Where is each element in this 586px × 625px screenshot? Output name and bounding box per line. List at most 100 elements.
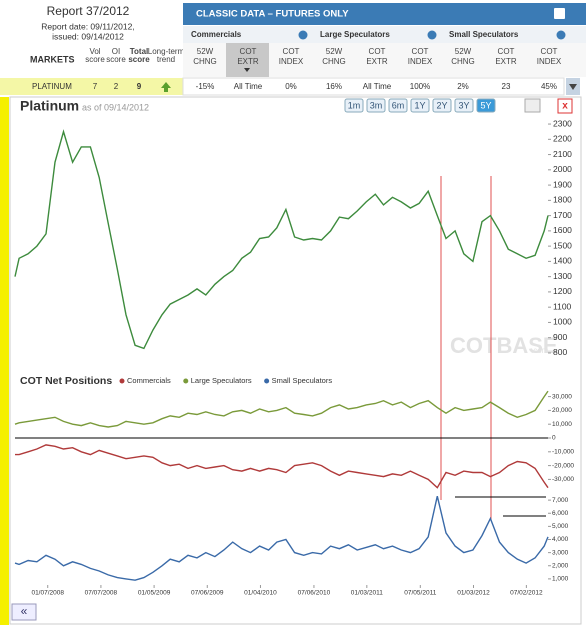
range-button[interactable]	[432, 98, 452, 113]
report-date: Report date: 09/11/2012,	[41, 21, 134, 31]
y-tick-label: 1300	[553, 271, 572, 281]
x-tick-label: 01/03/2011	[351, 590, 383, 597]
legend-label: Commercials	[127, 376, 171, 385]
range-button[interactable]	[344, 98, 364, 113]
y-tick-label: 30,000	[552, 393, 572, 400]
y-tick-label: 1200	[553, 286, 572, 296]
x-tick-label: 01/05/2009	[138, 590, 171, 597]
as-of: as of 09/14/2012	[82, 102, 149, 112]
x-tick-label: 07/05/2011	[404, 590, 436, 597]
banner-title: CLASSIC DATA – FUTURES ONLY	[196, 9, 349, 20]
legend-dot	[264, 378, 270, 384]
close-button[interactable]	[557, 98, 573, 114]
column-header: INDEX	[408, 57, 433, 66]
x-tick-label: 07/06/2009	[191, 590, 224, 597]
print-icon[interactable]	[554, 8, 565, 19]
column-header: 52W	[326, 47, 343, 56]
range-label: 1Y	[414, 100, 425, 110]
y-tick-label: -20,000	[552, 462, 574, 469]
range-button[interactable]	[454, 98, 474, 113]
series-line	[14, 496, 549, 581]
y-tick-label: 1700	[553, 210, 572, 220]
y-tick-label: 2200	[553, 134, 572, 144]
y-tick-label: 20,000	[552, 407, 572, 414]
y-tick-label: 1800	[553, 195, 572, 205]
y-tick-label: 1900	[553, 179, 572, 189]
series-line	[14, 390, 549, 428]
banner	[183, 3, 586, 25]
x-tick-label: 07/07/2008	[85, 590, 118, 597]
range-label: 3m	[370, 100, 383, 110]
score-header: score	[85, 55, 105, 64]
x-tick-label: 07/06/2010	[298, 590, 331, 597]
x-tick-label: 01/04/2010	[244, 590, 277, 597]
back-button[interactable]	[11, 603, 37, 621]
range-label: 6m	[392, 100, 405, 110]
group-header: Large Speculators	[320, 30, 390, 39]
series-line	[14, 129, 549, 350]
range-label: 3Y	[458, 100, 469, 110]
vol-score: 7	[93, 82, 98, 91]
y-tick-label: 1100	[553, 301, 572, 311]
column-header: COT	[412, 47, 429, 56]
column-header: EXTR	[237, 57, 259, 66]
y2-tick-label: 1,000	[552, 576, 569, 583]
y-tick-label: 1600	[553, 225, 572, 235]
scroll-arrow	[569, 84, 577, 90]
x-tick-label: 01/03/2012	[457, 590, 490, 597]
watermark-suffix: .com	[531, 346, 549, 355]
y2-tick-label: 5,000	[552, 523, 569, 530]
y2-tick-label: 6,000	[552, 510, 569, 517]
column-header: EXTR	[495, 57, 517, 66]
cell: 2%	[457, 82, 469, 91]
y-tick-label: -30,000	[552, 476, 574, 483]
cell: All Time	[363, 82, 392, 91]
range-button[interactable]	[476, 98, 496, 113]
y-tick-label: 10,000	[552, 421, 572, 428]
issued: issued: 09/14/2012	[52, 31, 124, 41]
cell: 100%	[410, 82, 430, 91]
x-tick-label: 07/02/2012	[510, 590, 543, 597]
cot-title: COT Net Positions	[20, 375, 112, 387]
score-header: score	[128, 55, 150, 64]
sorted-column[interactable]	[226, 43, 269, 77]
score-header: Total	[130, 47, 149, 56]
column-header: COT	[498, 47, 515, 56]
cell: All Time	[234, 82, 263, 91]
column-header: COT	[369, 47, 386, 56]
series-line	[15, 444, 549, 489]
print-button[interactable]	[524, 98, 541, 113]
total-score: 9	[137, 82, 142, 91]
legend-label: Small Speculators	[272, 376, 333, 385]
cell: 0%	[285, 82, 297, 91]
range-button[interactable]	[366, 98, 386, 113]
close-label: x	[562, 101, 568, 112]
group-header: Commercials	[191, 30, 242, 39]
y-tick-label: -10,000	[552, 449, 574, 456]
y-tick-label: 1400	[553, 256, 572, 266]
cell: 45%	[541, 82, 557, 91]
range-button[interactable]	[388, 98, 408, 113]
group-row	[183, 26, 586, 43]
column-header: CHNG	[322, 57, 346, 66]
score-header: trend	[157, 55, 175, 64]
market-row[interactable]	[0, 78, 183, 95]
column-header: COT	[283, 47, 300, 56]
x-tick-label: 01/07/2008	[31, 590, 64, 597]
column-header: 52W	[197, 47, 214, 56]
legend-dot	[119, 378, 125, 384]
sort-arrow	[244, 68, 250, 72]
score-header: Long-term	[148, 47, 185, 56]
y-tick-label: 1000	[553, 317, 572, 327]
y2-tick-label: 3,000	[552, 549, 569, 556]
legend-label: Large Speculators	[191, 376, 252, 385]
range-button[interactable]	[410, 98, 430, 113]
info-icon	[298, 30, 308, 40]
watermark: COTBASE	[450, 333, 558, 358]
column-header: 52W	[455, 47, 472, 56]
y-tick-label: 2100	[553, 149, 572, 159]
y-tick-label: 2300	[553, 118, 572, 128]
legend-dot	[183, 378, 189, 384]
info-icon	[427, 30, 437, 40]
